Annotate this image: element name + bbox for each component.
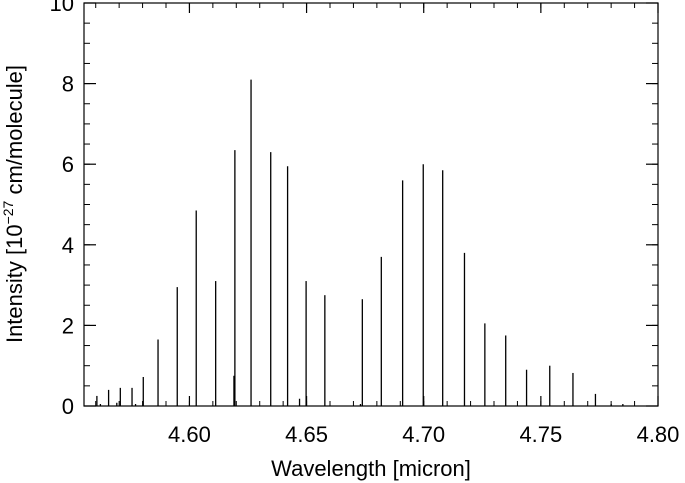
- y-tick-label: 8: [62, 72, 74, 97]
- x-axis-ticks: 4.60 4.65 4.70 4.75 4.80: [95, 3, 680, 447]
- x-axis-title: Wavelength [micron]: [271, 456, 471, 481]
- y-axis-title-prefix: Intensity [10: [2, 224, 27, 343]
- spectral-lines: [96, 79, 624, 406]
- y-axis-title: Intensity [10−27 cm/molecule]: [0, 65, 27, 343]
- x-tick-label: 4.75: [519, 422, 562, 447]
- y-tick-label: 10: [50, 0, 74, 16]
- x-tick-label: 4.60: [168, 422, 211, 447]
- y-tick-label: 0: [62, 394, 74, 419]
- y-axis-title-exponent: −27: [0, 200, 16, 224]
- x-tick-label: 4.70: [402, 422, 445, 447]
- y-tick-label: 2: [62, 313, 74, 338]
- x-tick-label: 4.65: [285, 422, 328, 447]
- x-tick-label: 4.80: [637, 422, 680, 447]
- plot-frame: [83, 2, 659, 407]
- y-axis-ticks: 0 2 4 6 8 10: [50, 0, 658, 419]
- y-axis-title-suffix: cm/molecule]: [2, 65, 27, 201]
- y-tick-label: 4: [62, 233, 74, 258]
- y-tick-label: 6: [62, 152, 74, 177]
